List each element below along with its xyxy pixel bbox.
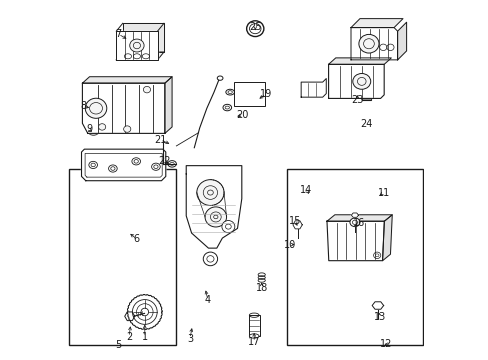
Polygon shape [116, 31, 157, 60]
Ellipse shape [352, 73, 370, 89]
Polygon shape [328, 58, 390, 64]
Text: 23: 23 [350, 95, 363, 105]
Text: 19: 19 [259, 89, 272, 99]
Polygon shape [350, 28, 397, 60]
Text: 10: 10 [283, 239, 295, 249]
Polygon shape [124, 312, 135, 321]
Bar [361, 94, 370, 100]
Bar [233, 82, 265, 107]
Polygon shape [164, 77, 172, 134]
Polygon shape [328, 64, 384, 98]
Polygon shape [82, 77, 172, 83]
Ellipse shape [85, 98, 106, 118]
Polygon shape [122, 23, 163, 52]
Text: 16: 16 [352, 218, 365, 228]
Polygon shape [127, 294, 162, 329]
Polygon shape [326, 221, 384, 261]
Ellipse shape [358, 35, 378, 53]
Text: 25: 25 [248, 22, 261, 32]
Ellipse shape [99, 124, 105, 130]
Polygon shape [82, 83, 164, 134]
Polygon shape [87, 101, 103, 115]
Polygon shape [350, 19, 402, 28]
Text: 17: 17 [247, 337, 260, 347]
Text: 3: 3 [186, 333, 193, 343]
Ellipse shape [129, 39, 144, 52]
Polygon shape [81, 149, 165, 181]
Text: 15: 15 [288, 216, 300, 226]
Polygon shape [186, 166, 241, 248]
Text: 7: 7 [115, 29, 121, 39]
Text: 5: 5 [115, 340, 121, 350]
Text: 2: 2 [125, 332, 132, 342]
Bar [248, 315, 259, 336]
Polygon shape [326, 215, 391, 221]
Ellipse shape [196, 180, 224, 206]
Polygon shape [301, 78, 325, 97]
Polygon shape [382, 215, 391, 261]
Text: 18: 18 [255, 283, 267, 293]
Text: 24: 24 [360, 120, 372, 129]
Ellipse shape [349, 218, 359, 226]
Ellipse shape [249, 334, 259, 338]
Text: 9: 9 [86, 124, 92, 134]
Text: 13: 13 [373, 312, 386, 322]
Polygon shape [351, 213, 358, 217]
Polygon shape [371, 302, 383, 309]
Ellipse shape [143, 86, 150, 93]
Polygon shape [116, 52, 163, 60]
Text: 21: 21 [154, 135, 166, 145]
Bar [286, 169, 422, 345]
Bar [69, 169, 176, 345]
Text: 22: 22 [158, 156, 171, 166]
Text: 20: 20 [236, 110, 248, 120]
Polygon shape [397, 22, 406, 60]
Text: 4: 4 [204, 295, 210, 305]
Text: 12: 12 [379, 339, 391, 349]
Text: 8: 8 [81, 102, 87, 112]
Bar [362, 95, 369, 99]
Ellipse shape [222, 221, 234, 233]
Text: 6: 6 [134, 234, 140, 244]
Polygon shape [292, 221, 302, 229]
Text: 14: 14 [300, 185, 312, 195]
Text: 1: 1 [142, 332, 147, 342]
Ellipse shape [123, 126, 131, 132]
Ellipse shape [204, 207, 226, 227]
Text: 11: 11 [377, 188, 389, 198]
